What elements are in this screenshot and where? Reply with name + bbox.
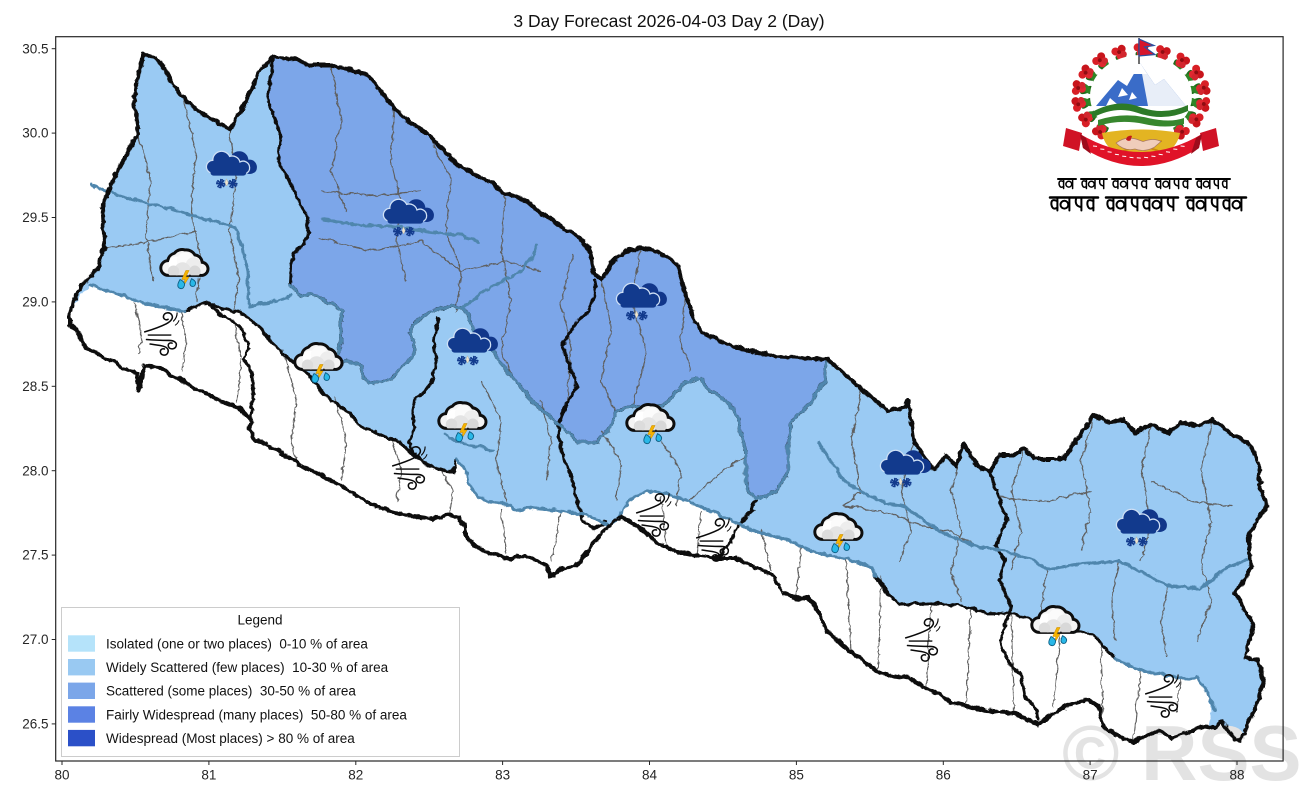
svg-text:27.0: 27.0	[22, 632, 48, 647]
svg-text:85: 85	[789, 768, 804, 783]
svg-text:88: 88	[1229, 768, 1244, 783]
svg-text:3 Day Forecast 2026-04-03 Day: 3 Day Forecast 2026-04-03 Day 2 (Day)	[513, 11, 824, 31]
svg-text:26.5: 26.5	[22, 717, 48, 732]
svg-text:Widespread (Most places) > 80: Widespread (Most places) > 80 % of area	[106, 731, 355, 746]
svg-text:86: 86	[936, 768, 951, 783]
svg-text:84: 84	[642, 768, 658, 783]
svg-text:Fairly Widespread (many places: Fairly Widespread (many places) 50-80 % …	[106, 707, 407, 722]
svg-text:29.5: 29.5	[22, 210, 48, 225]
svg-text:28.0: 28.0	[22, 463, 48, 478]
svg-text:27.5: 27.5	[22, 548, 48, 563]
svg-text:81: 81	[201, 768, 216, 783]
svg-text:30.0: 30.0	[22, 126, 48, 141]
svg-text:82: 82	[348, 768, 363, 783]
svg-text:29.0: 29.0	[22, 295, 48, 310]
svg-text:Scattered (some places) 30-50: Scattered (some places) 30-50 % of area	[106, 684, 356, 699]
svg-text:Isolated (one or two places): Isolated (one or two places) 0-10 % of a…	[106, 636, 368, 651]
svg-text:87: 87	[1083, 768, 1098, 783]
svg-text:30.5: 30.5	[22, 41, 48, 56]
svg-text:80: 80	[54, 768, 69, 783]
svg-text:Legend: Legend	[237, 613, 282, 628]
svg-text:28.5: 28.5	[22, 379, 48, 394]
svg-text:Widely Scattered (few places): Widely Scattered (few places) 10-30 % of…	[106, 660, 389, 675]
svg-text:© RSS: © RSS	[1062, 709, 1300, 797]
svg-text:83: 83	[495, 768, 510, 783]
